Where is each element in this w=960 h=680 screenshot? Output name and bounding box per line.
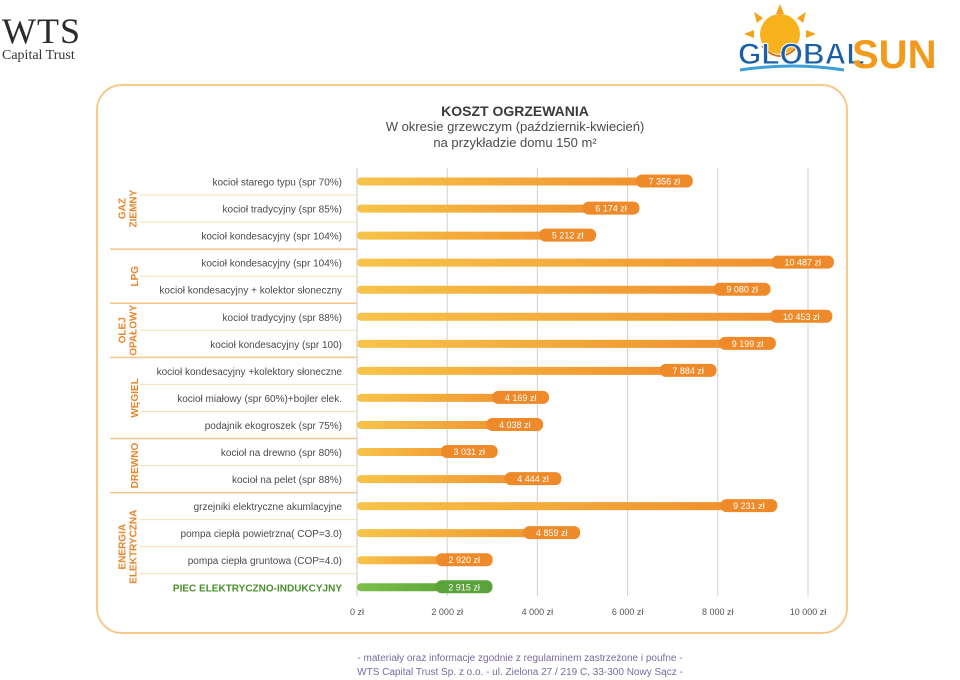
chart-subtitle-2: na przykładzie domu 150 m² xyxy=(433,135,597,150)
data-label: 2 920 zł xyxy=(449,555,481,565)
row-label: pompa ciepła powietrzna( COP=3.0) xyxy=(181,529,342,540)
row-label: grzejniki elektryczne akumlacyjne xyxy=(194,502,343,513)
data-label: 9 199 zł xyxy=(732,339,764,349)
group-label-text: ELEKTRYCZNA xyxy=(129,510,140,584)
group-label-text: OLEJ xyxy=(118,317,129,343)
x-tick-label: 2 000 zł xyxy=(431,607,463,617)
x-tick-label: 10 000 zł xyxy=(790,607,827,617)
value-label-pill xyxy=(582,201,640,215)
value-label-pill xyxy=(486,417,544,431)
data-label: 5 212 zł xyxy=(552,231,584,241)
row-label: kocioł na pelet (spr 88%) xyxy=(232,475,342,486)
row-label: kocioł kondesacyjny (spr 104%) xyxy=(201,232,342,243)
data-label: 6 174 zł xyxy=(595,204,627,214)
data-label: 7 356 zł xyxy=(649,177,681,187)
logo-text-global: GLOBAL xyxy=(738,38,865,71)
chart-title-block: KOSZT OGRZEWANIA W okresie grzewczym (pa… xyxy=(0,103,960,151)
group-label: ENERGIA ELEKTRYCZNA xyxy=(118,510,140,584)
chart-grid xyxy=(356,168,809,596)
group-label-text: LPG xyxy=(130,266,141,287)
footer-line-2: WTS Capital Trust Sp. z o.o. - ul. Zielo… xyxy=(357,667,683,678)
x-tick-label: 8 000 zł xyxy=(702,607,734,617)
value-label-pill xyxy=(635,174,693,188)
data-label: 9 231 zł xyxy=(733,501,765,511)
data-label: 10 453 zł xyxy=(783,312,820,322)
group-label-text: OPAŁOWY xyxy=(129,305,140,356)
bar xyxy=(357,339,772,348)
chart-subtitle-1: W okresie grzewczym (październik-kwiecie… xyxy=(385,119,645,134)
row-label: pompa ciepła gruntowa (COP=4.0) xyxy=(188,556,342,567)
x-tick-label: 0 zł xyxy=(350,607,364,617)
row-label: kocioł kondesacyjny + kolektor słoneczny xyxy=(159,286,342,297)
value-label-pill xyxy=(539,228,597,242)
chart-rows: kocioł starego typu (spr 70%) 7 356 zł koc… xyxy=(110,174,834,594)
bar xyxy=(357,285,767,294)
brand-name: WTS xyxy=(2,11,81,51)
group-label-text: WĘGIEL xyxy=(130,378,141,417)
group-label: WĘGIEL xyxy=(130,378,141,417)
group-label-text: ZIEMNY xyxy=(129,189,140,227)
x-tick-label: 6 000 zł xyxy=(612,607,644,617)
value-label-pill xyxy=(492,390,550,404)
data-label: 9 080 zł xyxy=(726,285,758,295)
bar xyxy=(357,502,774,511)
value-label-pill xyxy=(771,255,834,269)
value-label-pill xyxy=(720,499,778,513)
data-label: 3 031 zł xyxy=(454,447,486,457)
group-label: OLEJ OPAŁOWY xyxy=(118,305,140,356)
footer-line-1: - materiały oraz informacje zgodnie z re… xyxy=(357,653,683,664)
globalsun-logo: GLOBAL SUN xyxy=(738,4,936,77)
value-label-pill xyxy=(719,336,776,350)
bar xyxy=(357,231,593,240)
group-label-text: GAZ xyxy=(118,198,129,219)
group-label: LPG xyxy=(130,266,141,287)
row-label: kocioł na drewno (spr 80%) xyxy=(221,448,342,459)
bar xyxy=(357,204,636,213)
x-axis-ticks: 0 zł 2 000 zł 4 000 zł 6 000 zł 8 000 zł 10 0… xyxy=(350,607,826,617)
bar xyxy=(357,312,829,321)
value-label-pill xyxy=(770,309,833,323)
data-label: 4 169 zł xyxy=(505,393,537,403)
bar xyxy=(357,177,689,186)
chart-title: KOSZT OGRZEWANIA xyxy=(441,103,589,119)
data-label: 4 038 zł xyxy=(499,420,531,430)
value-label-pill xyxy=(435,553,493,567)
footer: - materiały oraz informacje zgodnie z re… xyxy=(0,652,960,680)
row-label: kocioł tradycyjny (spr 88%) xyxy=(223,313,342,324)
bar xyxy=(357,366,713,375)
row-label: kocioł starego typu (spr 70%) xyxy=(212,178,342,189)
chart-frame xyxy=(96,84,848,634)
row-label: kocioł tradycyjny (spr 85%) xyxy=(223,205,342,216)
group-label: DREWNO xyxy=(130,443,141,489)
data-label: 7 884 zł xyxy=(672,366,704,376)
data-label: 2 915 zł xyxy=(448,582,480,592)
row-label: kocioł kondesacyjny (spr 100) xyxy=(210,340,342,351)
sun-icon xyxy=(744,4,816,57)
value-label-pill xyxy=(523,526,581,540)
group-label-text: ENERGIA xyxy=(118,524,129,570)
data-label: 4 444 zł xyxy=(517,474,549,484)
value-label-pill xyxy=(659,363,717,377)
group-label-text: DREWNO xyxy=(130,443,141,489)
value-label-pill xyxy=(435,580,493,594)
group-label: GAZ ZIEMNY xyxy=(118,189,140,227)
brand-subtitle: Capital Trust xyxy=(2,48,75,63)
data-label: 4 859 zł xyxy=(536,528,568,538)
data-label: 10 487 zł xyxy=(784,258,821,268)
bar xyxy=(357,529,577,538)
row-label: kocioł miałowy (spr 60%)+bojler elek. xyxy=(177,394,342,405)
value-label-pill xyxy=(713,282,771,296)
row-label: PIEC ELEKTRYCZNO-INDUKCYJNY xyxy=(173,583,342,594)
value-label-pill xyxy=(440,445,498,459)
logo-text-sun: SUN xyxy=(852,33,936,77)
row-label: kocioł kondesacyjny +kolektory słoneczne xyxy=(157,367,343,378)
row-label: podajnik ekogroszek (spr 75%) xyxy=(205,421,342,432)
row-label: kocioł kondesacyjny (spr 104%) xyxy=(201,259,342,270)
bar xyxy=(357,258,830,267)
x-tick-label: 4 000 zł xyxy=(522,607,554,617)
value-label-pill xyxy=(504,472,562,486)
wts-logo: WTS Capital Trust xyxy=(2,12,81,64)
